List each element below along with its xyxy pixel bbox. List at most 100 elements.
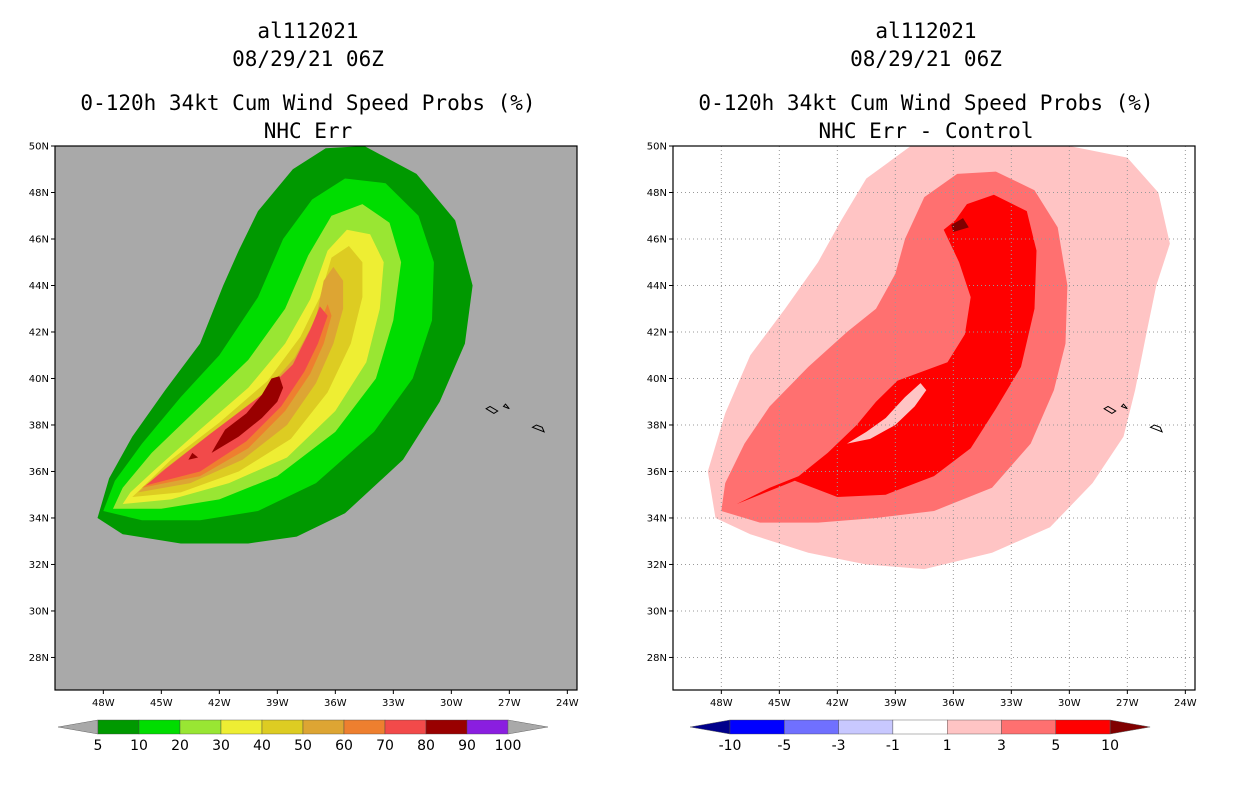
y-tick-label: 50N [29, 142, 49, 153]
y-tick-label: 46N [29, 234, 49, 245]
y-tick-label: 40N [647, 374, 667, 385]
colorbar-segment [97, 719, 140, 735]
contour-level-80 [211, 376, 284, 453]
coastline-azores-3 [1149, 424, 1164, 433]
inner-pink-hole [847, 383, 927, 444]
x-tick-label: 24W [1174, 698, 1197, 709]
colorbar-label: 90 [458, 738, 476, 754]
coastline-azores-3 [531, 424, 546, 433]
x-tick-label: 48W [710, 698, 733, 709]
contour-level-80 [188, 452, 199, 460]
colorbar-segment [1055, 719, 1111, 735]
y-tick-label: 38N [647, 420, 667, 431]
difference-map-panel: 48W 45W 42W 39W 36W 33W 30W 27W 24W 50N 48N 46N 44N 4… [647, 142, 1197, 755]
colorbar-label: 1 [943, 738, 952, 754]
y-tick-label: 44N [647, 281, 667, 292]
x-tick-label: 48W [92, 698, 115, 709]
colorbar-label: 10 [130, 738, 148, 754]
colorbar-segment [838, 719, 894, 735]
colorbar-label: 100 [495, 738, 522, 754]
coastline-azores-1 [1103, 405, 1117, 414]
x-tick-label: 45W [768, 698, 791, 709]
y-tick-label: 46N [647, 234, 667, 245]
panel2-datetime: 08/29/21 06Z [850, 47, 1002, 71]
colorbar-segment [220, 719, 263, 735]
colorbar-label: -5 [777, 738, 791, 754]
colorbar-segment [302, 719, 345, 735]
y-tick-label: 50N [647, 142, 667, 153]
colorbar-segment [179, 719, 222, 735]
x-tick-label: 27W [498, 698, 521, 709]
probability-map-panel: 48W 45W 42W 39W 36W 33W 30W 27W 24W 50N 48N 46N 44N 4… [29, 142, 579, 755]
plot-frame [672, 145, 1196, 691]
panel1-storm-id: al112021 [257, 19, 358, 43]
x-tick-label: 33W [382, 698, 405, 709]
colorbar-label: 60 [335, 738, 353, 754]
x-tick-label: 42W [208, 698, 231, 709]
coastline-azores-1 [485, 405, 499, 414]
colorbar-segment [947, 719, 1002, 735]
y-tick-label: 42N [647, 327, 667, 338]
colorbar-label: 50 [294, 738, 312, 754]
panel1-title: 0-120h 34kt Cum Wind Speed Probs (%) [80, 91, 535, 115]
coastline-azores-2 [502, 403, 510, 410]
colorbar-label: -10 [719, 738, 742, 754]
y-tick-label: 42N [29, 327, 49, 338]
y-tick-label: 44N [29, 281, 49, 292]
colorbar-label: 70 [376, 738, 394, 754]
y-tick-label: 28N [647, 653, 667, 664]
colorbar-segment [261, 719, 304, 735]
colorbar-label: 20 [171, 738, 189, 754]
colorbar-segment [729, 719, 785, 735]
y-tick-label: 40N [29, 374, 49, 385]
x-tick-label: 36W [942, 698, 965, 709]
y-tick-label: 30N [29, 606, 49, 617]
y-tick-label: 36N [647, 467, 667, 478]
contour-level-30 [122, 229, 384, 504]
colorbar-segment [466, 719, 509, 735]
panel1-subtitle: NHC Err [264, 119, 353, 143]
x-tick-label: 39W [266, 698, 289, 709]
x-tick-label: 33W [1000, 698, 1023, 709]
y-tick-label: 38N [29, 420, 49, 431]
y-tick-label: 48N [647, 188, 667, 199]
colorbar-label: 5 [1051, 738, 1060, 754]
colorbar-segment [1001, 719, 1056, 735]
panel2-subtitle: NHC Err - Control [819, 119, 1034, 143]
colorbar-segment [343, 719, 386, 735]
x-tick-label: 36W [324, 698, 347, 709]
x-tick-label: 30W [440, 698, 463, 709]
plot-frame [54, 145, 578, 691]
y-tick-label: 48N [29, 188, 49, 199]
x-tick-label: 30W [1058, 698, 1081, 709]
colorbar-segment [892, 719, 948, 735]
x-tick-label: 27W [1116, 698, 1139, 709]
plot-body [97, 146, 546, 544]
x-tick-label: 45W [150, 698, 173, 709]
colorbar-segment [784, 719, 839, 735]
colorbar-over-arrow [507, 719, 549, 735]
panel1-datetime: 08/29/21 06Z [232, 47, 384, 71]
colorbar-under-arrow [689, 719, 731, 735]
colorbar-label: 80 [417, 738, 435, 754]
x-tick-label: 42W [826, 698, 849, 709]
y-tick-label: 30N [647, 606, 667, 617]
plot-body [673, 146, 1195, 690]
y-tick-label: 34N [647, 513, 667, 524]
colorbar-segment [425, 719, 468, 735]
y-tick-label: 28N [29, 653, 49, 664]
coastline-azores-2 [1120, 403, 1128, 410]
y-tick-label: 36N [29, 467, 49, 478]
x-tick-label: 24W [556, 698, 579, 709]
colorbar-label: 3 [997, 738, 1006, 754]
contour-level-5 [736, 194, 1037, 505]
panel2-storm-id: al112021 [875, 19, 976, 43]
colorbar-label: -3 [832, 738, 846, 754]
panel2-title: 0-120h 34kt Cum Wind Speed Probs (%) [698, 91, 1153, 115]
y-tick-label: 32N [647, 560, 667, 571]
colorbar-label: 5 [94, 738, 103, 754]
colorbar-label: 40 [253, 738, 271, 754]
x-tick-label: 39W [884, 698, 907, 709]
contour-level-10 [951, 218, 969, 232]
